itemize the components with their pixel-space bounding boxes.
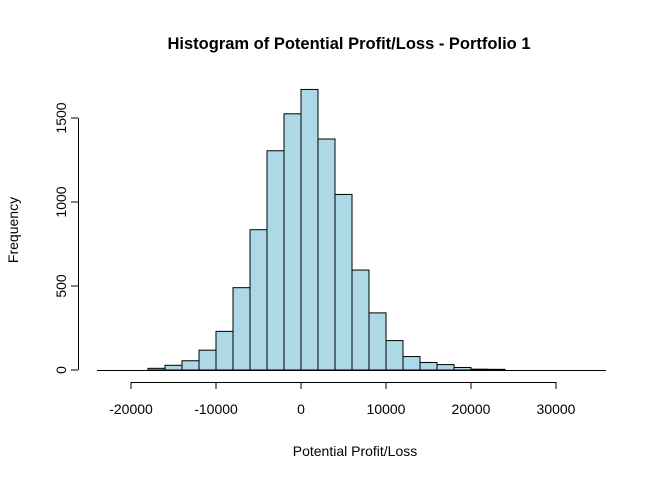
- histogram-bar-3: [198, 349, 217, 371]
- histogram-bar-11: [334, 193, 353, 371]
- histogram-bar-19: [470, 368, 489, 371]
- histogram-bar-6: [249, 229, 268, 371]
- histogram-bar-15: [402, 356, 421, 371]
- y-tick-label: 1500: [53, 102, 69, 133]
- histogram-bar-14: [385, 340, 404, 371]
- y-tick-label: 500: [53, 274, 69, 298]
- histogram-bar-13: [368, 312, 387, 371]
- histogram-bar-17: [436, 364, 455, 371]
- histogram-bar-20: [487, 368, 506, 371]
- x-tick-label: 30000: [537, 401, 576, 417]
- histogram-bar-5: [232, 287, 251, 371]
- y-axis-label: Frequency: [5, 197, 21, 263]
- x-tick-label: 0: [297, 401, 305, 417]
- x-axis-label: Potential Profit/Loss: [293, 443, 418, 459]
- y-axis: 0 500 1000 1500: [53, 102, 79, 374]
- histogram-bar-18: [453, 366, 472, 371]
- histogram-bar-7: [266, 150, 285, 371]
- y-tick-label: 1000: [53, 186, 69, 217]
- histogram-bar-8: [283, 113, 302, 371]
- x-tick-label: -10000: [194, 401, 238, 417]
- histogram-bar-12: [351, 269, 370, 371]
- x-tick-label: 20000: [452, 401, 491, 417]
- y-tick-label: 0: [53, 366, 69, 374]
- histogram-bar-9: [300, 88, 319, 371]
- histogram-bars: [97, 88, 606, 371]
- histogram-bar-1: [164, 364, 183, 371]
- histogram-bar-16: [419, 361, 438, 371]
- histogram-bar-4: [215, 330, 234, 371]
- histogram-bar-10: [317, 138, 336, 371]
- chart-title: Histogram of Potential Profit/Loss - Por…: [167, 35, 530, 53]
- x-tick-label: 10000: [367, 401, 406, 417]
- x-axis: -20000 -10000 0 10000 20000 30000: [109, 382, 576, 417]
- histogram-bar-0: [147, 367, 166, 371]
- x-tick-label: -20000: [109, 401, 153, 417]
- histogram-bar-2: [181, 360, 200, 371]
